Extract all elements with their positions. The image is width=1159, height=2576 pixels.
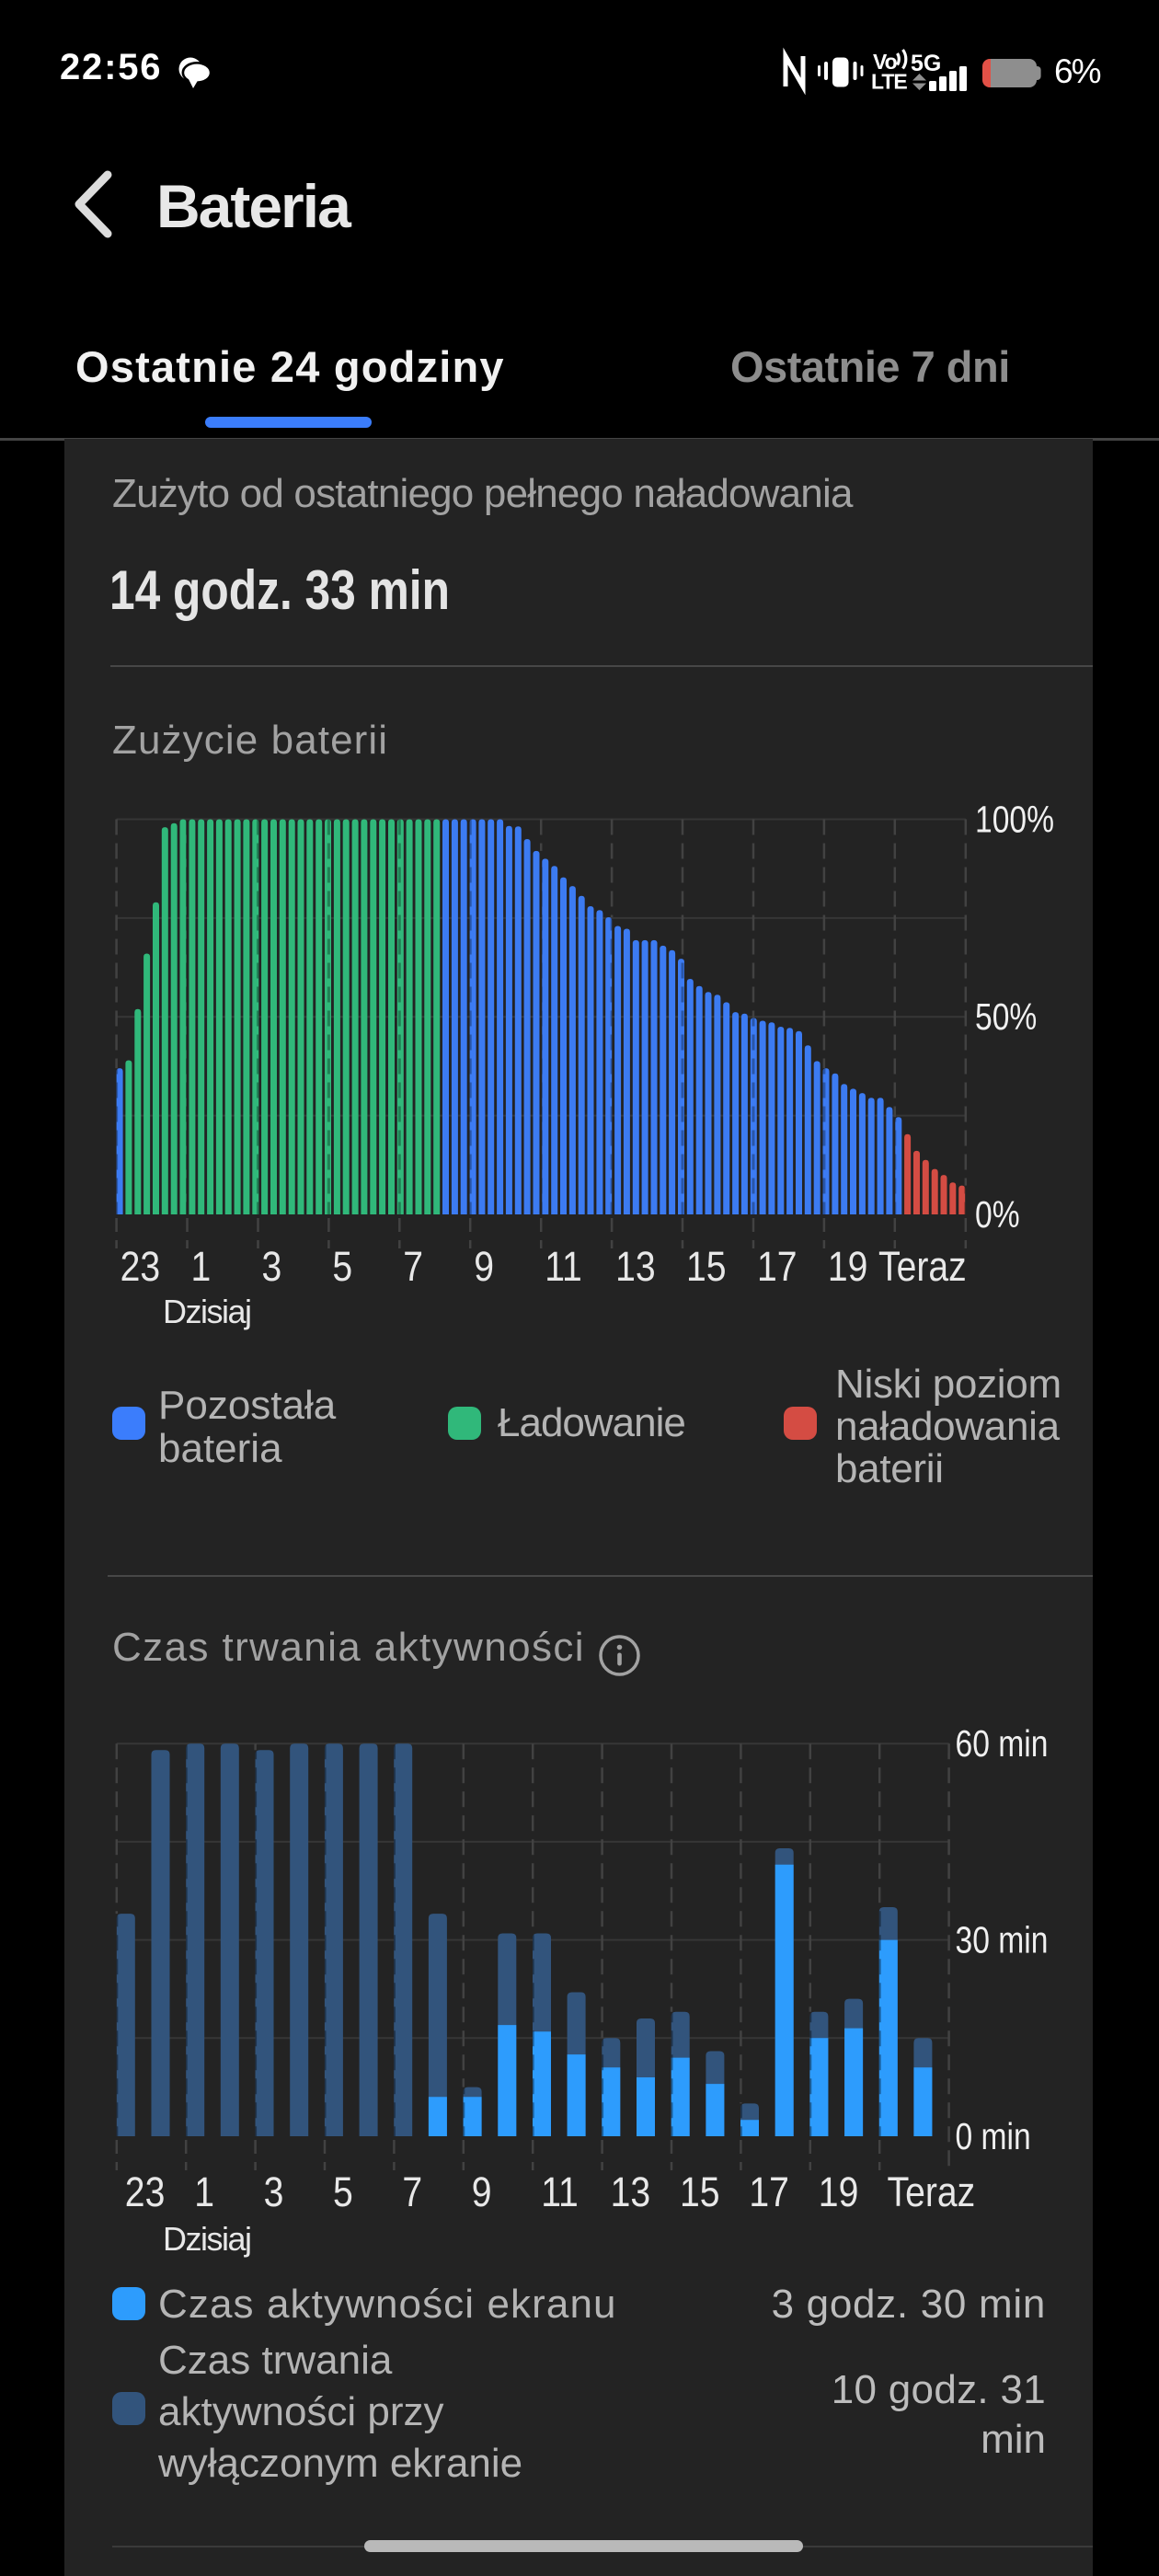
svg-text:Dzisiaj: Dzisiaj (163, 2220, 251, 2258)
svg-text:9: 9 (472, 2168, 492, 2214)
svg-text:100%: 100% (975, 798, 1054, 840)
svg-text:50%: 50% (975, 995, 1037, 1038)
svg-text:17: 17 (757, 1243, 798, 1289)
svg-text:5: 5 (333, 2168, 353, 2214)
svg-text:1: 1 (194, 2168, 214, 2214)
svg-text:13: 13 (611, 2168, 651, 2214)
svg-text:0%: 0% (975, 1193, 1020, 1236)
svg-text:17: 17 (749, 2168, 789, 2214)
svg-text:11: 11 (545, 1243, 582, 1289)
svg-text:23: 23 (125, 2168, 166, 2214)
svg-text:60 min: 60 min (956, 1722, 1049, 1765)
svg-text:30 min: 30 min (956, 1918, 1049, 1961)
svg-text:15: 15 (680, 2168, 720, 2214)
svg-text:15: 15 (686, 1243, 727, 1289)
svg-text:7: 7 (402, 2168, 422, 2214)
svg-text:5: 5 (332, 1243, 352, 1289)
svg-text:1: 1 (191, 1243, 212, 1289)
svg-text:3: 3 (262, 1243, 282, 1289)
svg-text:Teraz: Teraz (888, 2168, 976, 2214)
svg-text:23: 23 (120, 1243, 161, 1289)
svg-text:5G: 5G (911, 51, 941, 76)
svg-text:Dzisiaj: Dzisiaj (163, 1293, 251, 1330)
svg-text:LTE: LTE (871, 70, 907, 94)
svg-text:9: 9 (474, 1243, 494, 1289)
svg-text:Teraz: Teraz (878, 1243, 967, 1289)
svg-text:13: 13 (615, 1243, 656, 1289)
svg-text:19: 19 (819, 2168, 859, 2214)
svg-text:0 min: 0 min (956, 2115, 1031, 2157)
svg-text:3: 3 (264, 2168, 284, 2214)
svg-text:7: 7 (403, 1243, 423, 1289)
svg-text:19: 19 (828, 1243, 868, 1289)
svg-text:11: 11 (541, 2168, 579, 2214)
svg-text:Vo: Vo (873, 50, 898, 74)
